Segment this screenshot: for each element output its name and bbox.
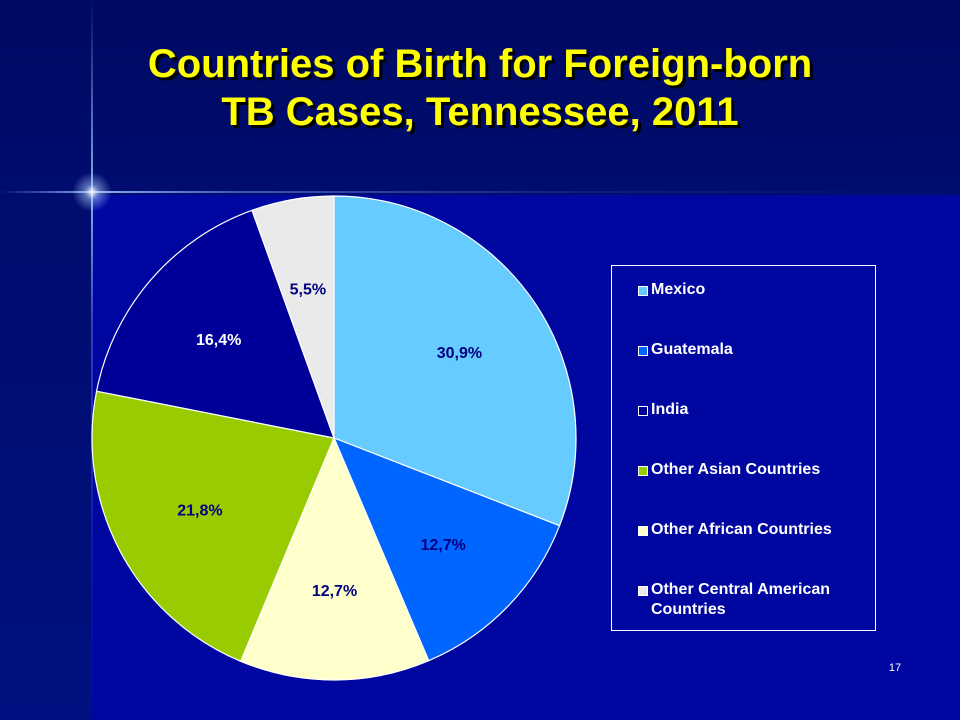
pie-slice-other-african-countries bbox=[239, 436, 430, 681]
legend-swatch bbox=[638, 406, 648, 416]
slide-number: 17 bbox=[888, 662, 902, 674]
legend-label: Guatemala bbox=[651, 341, 733, 358]
legend-label: Mexico bbox=[651, 281, 706, 298]
pie-label-other-asian-countries: 21,8% bbox=[177, 503, 222, 520]
legend-swatch bbox=[638, 346, 648, 356]
legend-label: Other Central American Countries bbox=[651, 581, 831, 618]
slide-title-line-1: Countries of Birth for Foreign-born bbox=[147, 42, 813, 86]
pie-slice-mexico bbox=[333, 195, 577, 527]
pie-label-mexico: 30,9% bbox=[437, 345, 482, 362]
light-streak-horizontal bbox=[0, 191, 960, 193]
light-streak-vertical bbox=[91, 0, 93, 720]
legend-swatch bbox=[638, 526, 648, 536]
legend-label: Other African Countries bbox=[651, 521, 832, 538]
pie-slice-other-asian-countries bbox=[91, 390, 335, 663]
legend-swatch bbox=[638, 466, 648, 476]
pie-label-india: 16,4% bbox=[196, 332, 241, 349]
pie-slice-india bbox=[95, 209, 335, 439]
slide-title-line-2: TB Cases, Tennessee, 2011 bbox=[221, 90, 739, 134]
pie-labels: 30,9% 12,7% 12,7% 21,8% 16,4% 5,5% bbox=[177, 281, 482, 600]
chart-legend: Mexico Guatemala India Other Asian Countrie… bbox=[611, 265, 876, 631]
pie-slices bbox=[91, 195, 577, 681]
pie-label-other-african-countries: 12,7% bbox=[312, 583, 357, 600]
legend-swatch bbox=[638, 586, 648, 596]
pie-label-other-central-american-countries: 5,5% bbox=[290, 281, 326, 298]
background-left bbox=[0, 195, 92, 720]
legend-label: Other Asian Countries bbox=[651, 461, 821, 478]
lens-flare bbox=[72, 172, 112, 212]
slide-title: Countries of Birth for Foreign-born TB C… bbox=[60, 40, 900, 136]
background-top bbox=[0, 0, 960, 195]
pie-label-guatemala: 12,7% bbox=[421, 537, 466, 554]
pie-slice-guatemala bbox=[332, 436, 561, 662]
legend-swatch bbox=[638, 286, 648, 296]
pie-slice-other-central-american-countries bbox=[251, 195, 335, 439]
legend-label: India bbox=[651, 401, 689, 418]
